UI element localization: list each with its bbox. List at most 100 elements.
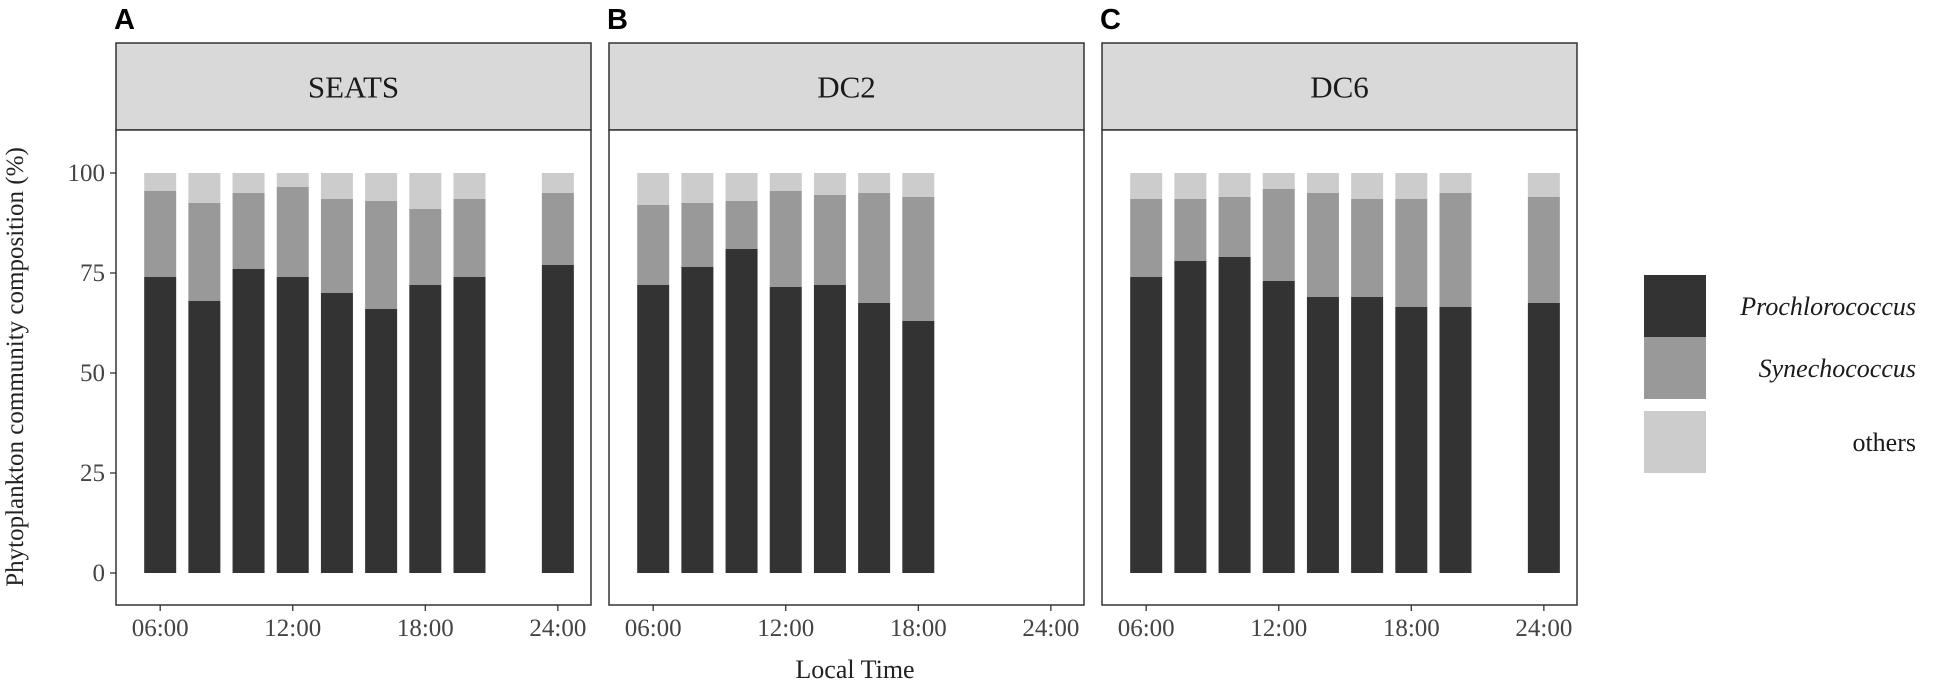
legend-label-others: others	[1852, 428, 1916, 457]
x-tick-label: 06:00	[1118, 615, 1175, 642]
x-tick-label: 12:00	[757, 615, 814, 642]
legend-key-others	[1644, 411, 1706, 473]
bar-segment-prochlorococcus	[232, 269, 265, 573]
bar-segment-others	[1130, 173, 1163, 199]
bar-segment-prochlorococcus	[813, 285, 846, 573]
y-tick-label: 0	[93, 560, 106, 587]
y-tick-label: 75	[80, 260, 105, 287]
bar-segment-prochlorococcus	[144, 277, 177, 573]
bar-segment-synechococcus	[1395, 199, 1428, 307]
panel-title: SEATS	[308, 70, 399, 105]
y-tick-label: 100	[68, 160, 106, 187]
bar-segment-others	[232, 173, 265, 193]
bar-segment-others	[1306, 173, 1339, 193]
y-axis-label: Phytoplankton community composition (%)	[2, 147, 29, 587]
bar-segment-synechococcus	[541, 193, 574, 265]
bar-segment-synechococcus	[1218, 197, 1251, 257]
bar-segment-others	[1351, 173, 1384, 199]
bar-segment-synechococcus	[858, 193, 891, 303]
x-tick-label: 12:00	[264, 615, 321, 642]
bar-segment-others	[541, 173, 574, 193]
bar-segment-others	[1527, 173, 1560, 197]
bar-segment-prochlorococcus	[1439, 307, 1472, 573]
bar-segment-prochlorococcus	[1527, 303, 1560, 573]
panel-tag-a: A	[114, 4, 135, 36]
bar-segment-synechococcus	[1306, 193, 1339, 297]
x-tick-label: 18:00	[397, 615, 454, 642]
bar-segment-synechococcus	[1130, 199, 1163, 277]
panel-title: DC2	[817, 70, 876, 105]
bar-segment-others	[725, 173, 758, 201]
bar-segment-prochlorococcus	[453, 277, 486, 573]
y-tick-label: 25	[80, 460, 105, 487]
x-tick-label: 12:00	[1250, 615, 1307, 642]
bar-segment-others	[1395, 173, 1428, 199]
bar-segment-synechococcus	[232, 193, 265, 269]
bar-segment-synechococcus	[144, 191, 177, 277]
x-tick-label: 06:00	[625, 615, 682, 642]
bar-segment-prochlorococcus	[1130, 277, 1163, 573]
bar-segment-prochlorococcus	[409, 285, 442, 573]
x-tick-label: 24:00	[1022, 615, 1079, 642]
panel-title: DC6	[1310, 70, 1369, 105]
bar-segment-prochlorococcus	[1174, 261, 1207, 573]
bar-segment-prochlorococcus	[365, 309, 398, 573]
bar-segment-synechococcus	[1351, 199, 1384, 297]
bar-segment-prochlorococcus	[681, 267, 714, 573]
bar-segment-others	[1439, 173, 1472, 193]
bar-segment-synechococcus	[769, 191, 802, 287]
bar-segment-synechococcus	[681, 203, 714, 267]
bar-segment-synechococcus	[813, 195, 846, 285]
bar-segment-synechococcus	[409, 209, 442, 285]
bar-segment-others	[144, 173, 177, 191]
bar-segment-prochlorococcus	[725, 249, 758, 573]
bar-segment-others	[858, 173, 891, 193]
bar-segment-synechococcus	[637, 205, 670, 285]
bar-segment-others	[1174, 173, 1207, 199]
bar-segment-prochlorococcus	[1306, 297, 1339, 573]
x-tick-label: 18:00	[1383, 615, 1440, 642]
bar-segment-synechococcus	[1174, 199, 1207, 261]
bar-segment-others	[902, 173, 935, 197]
bar-segment-others	[1218, 173, 1251, 197]
bar-segment-others	[365, 173, 398, 201]
panel-strip	[115, 42, 592, 131]
bar-segment-synechococcus	[188, 203, 221, 301]
bar-segment-synechococcus	[1439, 193, 1472, 307]
bar-segment-prochlorococcus	[1395, 307, 1428, 573]
panel-plot-area	[1101, 129, 1578, 606]
x-tick-label: 24:00	[1515, 615, 1572, 642]
bar-segment-prochlorococcus	[769, 287, 802, 573]
bar-segment-others	[320, 173, 353, 199]
bar-segment-others	[453, 173, 486, 199]
panel-strip	[1101, 42, 1578, 131]
bar-segment-others	[813, 173, 846, 195]
bar-segment-prochlorococcus	[637, 285, 670, 573]
bar-segment-synechococcus	[1262, 189, 1295, 281]
bar-segment-prochlorococcus	[1218, 257, 1251, 573]
panel-plot-area	[115, 129, 592, 606]
bar-segment-synechococcus	[276, 187, 309, 277]
bar-segment-synechococcus	[902, 197, 935, 321]
legend-key-prochlorococcus	[1644, 275, 1706, 337]
x-tick-label: 18:00	[890, 615, 947, 642]
panel-tag-b: B	[607, 4, 628, 36]
bar-segment-prochlorococcus	[188, 301, 221, 573]
bar-segment-others	[681, 173, 714, 203]
legend-key-synechococcus	[1644, 337, 1706, 399]
panel-plot-area	[608, 129, 1085, 606]
bar-segment-others	[276, 173, 309, 187]
bar-segment-others	[637, 173, 670, 205]
bar-segment-prochlorococcus	[320, 293, 353, 573]
bar-segment-prochlorococcus	[276, 277, 309, 573]
bar-segment-prochlorococcus	[1351, 297, 1384, 573]
bar-segment-synechococcus	[725, 201, 758, 249]
x-tick-label: 24:00	[529, 615, 586, 642]
legend-label-prochlorococcus: Prochlorococcus	[1739, 292, 1916, 321]
bar-segment-others	[188, 173, 221, 203]
x-axis-label: Local Time	[795, 655, 914, 684]
bar-segment-prochlorococcus	[541, 265, 574, 573]
legend-label-synechococcus: Synechococcus	[1759, 354, 1916, 383]
